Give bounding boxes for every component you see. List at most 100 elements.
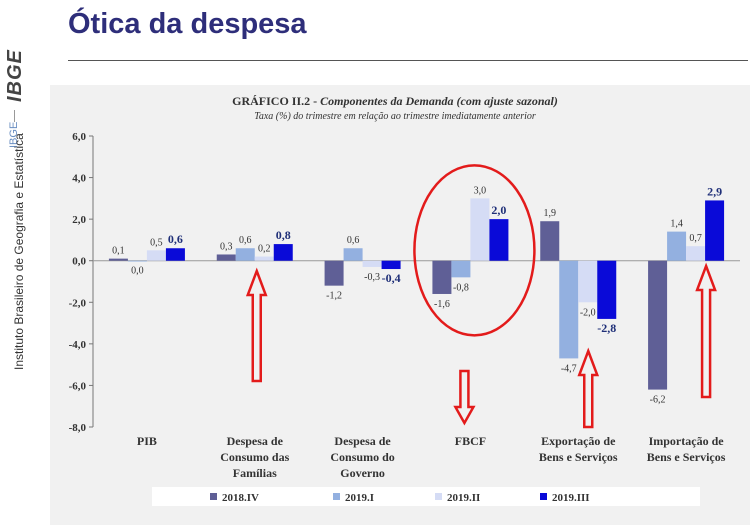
legend: 2018.IV 2019.I 2019.II 2019.III xyxy=(152,487,700,506)
arrow-down-annotation xyxy=(453,369,476,426)
category-label: FBCF xyxy=(455,434,486,448)
y-tick-label: -8,0 xyxy=(69,422,87,434)
legend-box xyxy=(152,487,700,506)
y-tick-label: -4,0 xyxy=(69,339,87,351)
data-label: 3,0 xyxy=(474,185,487,196)
bar xyxy=(705,200,725,261)
data-label: -1,2 xyxy=(326,291,342,302)
bar xyxy=(540,221,560,261)
legend-swatch xyxy=(540,493,547,500)
y-tick-label: 2,0 xyxy=(72,214,86,226)
data-label: 0,0 xyxy=(131,266,144,277)
bar xyxy=(127,260,147,262)
arrow-up-annotation xyxy=(577,347,600,429)
side-brand: IBGE IBGE Instituto Brasileiro de Geogra… xyxy=(4,10,30,370)
axes: 6,0 4,0 2,0 0,0 -2,0 -4,0 -6,0 -8,0 xyxy=(69,131,740,434)
arrow-up-annotation xyxy=(245,267,268,383)
bar xyxy=(343,248,363,261)
data-label: 2,9 xyxy=(707,184,722,198)
category-label: Bens e Serviços xyxy=(647,450,726,464)
bar xyxy=(597,260,617,319)
data-label: 1,4 xyxy=(670,219,683,230)
data-label: 0,3 xyxy=(220,241,233,252)
data-label: -2,0 xyxy=(580,307,596,318)
category-label: Despesa de xyxy=(227,434,284,448)
data-label: 2,0 xyxy=(491,203,506,217)
bar xyxy=(686,246,706,261)
bar xyxy=(146,250,166,261)
category-label: Importação de xyxy=(649,434,725,448)
legend-swatch xyxy=(435,493,442,500)
data-label: 0,7 xyxy=(689,233,702,244)
annotations xyxy=(245,164,717,429)
title-divider xyxy=(68,60,748,61)
page-title: Ótica da despesa xyxy=(68,8,307,40)
category-labels: PIB Despesa de Consumo das Famílias Despesa … xyxy=(137,434,726,480)
bar xyxy=(432,260,452,294)
data-label: -0,4 xyxy=(382,271,401,285)
data-labels: 0,1 0,0 0,5 0,6 0,3 0,6 0,2 0,8 -1,2 0,6 -0,3 -0,4 -… xyxy=(112,184,722,405)
highlight-ellipse xyxy=(413,164,536,337)
bar xyxy=(108,258,128,261)
category-label: Consumo do xyxy=(330,450,394,464)
bar xyxy=(648,260,668,390)
data-label: -2,8 xyxy=(597,321,616,335)
bar xyxy=(381,260,401,270)
y-tick-label: 0,0 xyxy=(72,256,86,268)
brand-divider xyxy=(14,110,15,122)
bars xyxy=(108,198,725,390)
data-label: 0,8 xyxy=(276,228,291,242)
chart-title-rest: Componentes da Demanda (com ajuste sazon… xyxy=(320,94,558,108)
legend-label: 2019.I xyxy=(345,492,374,504)
data-label: 0,6 xyxy=(347,235,360,246)
bar xyxy=(324,260,344,286)
bar xyxy=(235,248,255,261)
data-label: 0,6 xyxy=(168,232,183,246)
category-label: Exportação de xyxy=(541,434,616,448)
data-label: -0,3 xyxy=(364,272,380,283)
chart-title-prefix: GRÁFICO II.2 - xyxy=(232,94,317,108)
category-label: Despesa de xyxy=(334,434,391,448)
category-label: Bens e Serviços xyxy=(539,450,618,464)
chart-subtitle: Taxa (%) do trimestre em relação ao trim… xyxy=(254,111,536,122)
data-label: 0,2 xyxy=(258,244,271,255)
chart-area: GRÁFICO II.2 - Componentes da Demanda (c… xyxy=(50,85,750,525)
y-tick-label: 6,0 xyxy=(72,131,86,143)
legend-label: 2019.III xyxy=(552,492,590,504)
bar xyxy=(578,260,598,303)
y-tick-label: -2,0 xyxy=(69,297,87,309)
data-label: 1,9 xyxy=(544,208,557,219)
data-label: -1,6 xyxy=(434,299,450,310)
legend-swatch xyxy=(210,493,217,500)
institution-name: Instituto Brasileiro de Geografia e Esta… xyxy=(12,133,26,370)
data-label: -6,2 xyxy=(650,395,666,406)
bar xyxy=(362,260,382,267)
bar xyxy=(667,231,687,261)
data-label: 0,5 xyxy=(150,237,163,248)
bar xyxy=(216,254,236,261)
chart-title: GRÁFICO II.2 - Componentes da Demanda (c… xyxy=(232,94,558,108)
bar xyxy=(254,256,274,261)
bar-chart: GRÁFICO II.2 - Componentes da Demanda (c… xyxy=(69,94,740,506)
arrow-up-annotation xyxy=(695,262,717,399)
ibge-logo: IBGE xyxy=(4,49,26,102)
legend-label: 2018.IV xyxy=(222,492,259,504)
y-tick-label: -6,0 xyxy=(69,380,87,392)
bar xyxy=(165,248,185,261)
category-label: PIB xyxy=(137,434,157,448)
data-label: 0,1 xyxy=(112,246,125,257)
bar xyxy=(451,260,471,278)
data-label: 0,6 xyxy=(239,235,252,246)
bar xyxy=(470,198,490,261)
data-label: -0,8 xyxy=(453,282,469,293)
bar xyxy=(559,260,579,359)
legend-label: 2019.II xyxy=(447,492,480,504)
category-label: Governo xyxy=(340,466,385,480)
category-label: Famílias xyxy=(233,466,277,480)
bar xyxy=(489,219,509,261)
legend-swatch xyxy=(333,493,340,500)
category-label: Consumo das xyxy=(220,450,289,464)
bar xyxy=(273,244,293,261)
data-label: -4,7 xyxy=(561,363,577,374)
y-tick-label: 4,0 xyxy=(72,173,86,185)
